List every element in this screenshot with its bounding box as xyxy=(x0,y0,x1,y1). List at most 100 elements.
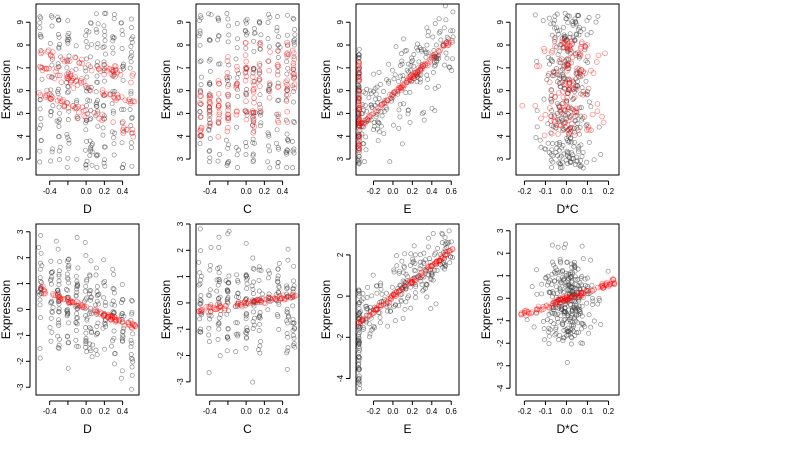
fitted-point xyxy=(41,287,48,294)
observed-point xyxy=(534,58,540,64)
observed-point xyxy=(55,345,61,351)
fitted-point xyxy=(72,54,78,60)
observed-point xyxy=(590,298,596,304)
fitted-point xyxy=(518,311,524,318)
observed-point xyxy=(111,271,117,277)
observed-point xyxy=(64,80,70,85)
observed-point xyxy=(121,313,127,319)
fitted-point xyxy=(262,296,269,303)
observed-point xyxy=(554,11,560,17)
fitted-point xyxy=(93,306,99,313)
fitted-point xyxy=(444,251,451,257)
fitted-point xyxy=(44,48,51,55)
observed-point xyxy=(100,45,106,50)
observed-point xyxy=(56,17,62,23)
observed-point xyxy=(83,120,89,126)
x-tick-label: 0.2 xyxy=(603,407,615,416)
fitted-point xyxy=(408,74,415,81)
fitted-point xyxy=(244,299,251,306)
fitted-point xyxy=(559,295,565,301)
observed-point xyxy=(88,20,93,26)
fitted-point xyxy=(70,75,76,82)
observed-point xyxy=(87,153,93,158)
observed-point xyxy=(569,298,575,304)
observed-point xyxy=(357,147,363,153)
observed-point xyxy=(413,284,419,289)
observed-point xyxy=(89,329,95,335)
observed-point xyxy=(119,300,124,306)
fitted-point xyxy=(554,299,560,305)
fitted-point xyxy=(536,63,542,69)
fitted-point xyxy=(366,114,373,120)
observed-point xyxy=(257,123,263,129)
fitted-point xyxy=(47,96,54,102)
observed-point xyxy=(109,301,115,307)
x-axis: -0.4 0.0 0.2 0.4 xyxy=(43,400,129,416)
observed-point xyxy=(103,324,108,330)
observed-point xyxy=(111,152,117,158)
fitted-point xyxy=(274,294,281,300)
fitted-point xyxy=(284,119,291,125)
fitted-point xyxy=(96,66,102,72)
fitted-point xyxy=(560,88,566,95)
x-axis: -0.2 0.0 0.2 0.4 0.6 xyxy=(367,180,457,196)
observed-point xyxy=(56,34,62,40)
fitted-point xyxy=(272,295,278,302)
observed-point xyxy=(418,64,424,70)
y-axis: -4-202 xyxy=(336,252,351,382)
observed-point xyxy=(568,319,573,324)
fitted-point xyxy=(437,47,444,53)
fitted-point xyxy=(397,287,404,294)
fitted-point xyxy=(563,43,570,50)
observed-point xyxy=(284,85,290,91)
fitted-point xyxy=(215,78,222,84)
observed-point xyxy=(291,39,297,45)
fitted-point xyxy=(57,295,64,302)
fitted-point xyxy=(99,111,106,118)
fitted-point xyxy=(215,91,222,97)
fitted-point xyxy=(561,81,568,88)
fitted-point xyxy=(522,308,528,314)
observed-point xyxy=(276,302,282,308)
observed-point xyxy=(284,59,290,65)
observed-point xyxy=(65,264,71,270)
fitted-point xyxy=(61,295,68,302)
fitted-point xyxy=(118,94,125,100)
observed-point xyxy=(358,321,364,326)
fitted-point xyxy=(212,306,219,313)
fitted-point xyxy=(214,301,221,308)
fitted-point xyxy=(366,313,373,320)
observed-point xyxy=(251,128,257,134)
fitted-point xyxy=(561,107,568,114)
observed-point xyxy=(386,80,392,86)
observed-point xyxy=(39,76,45,82)
fitted-point xyxy=(129,130,136,136)
observed-point xyxy=(95,152,101,158)
observed-point xyxy=(216,295,222,301)
observed-point xyxy=(56,306,62,312)
fitted-point xyxy=(427,263,434,269)
observed-point xyxy=(243,240,249,246)
fitted-point xyxy=(564,55,571,62)
x-tick-label: -0.4 xyxy=(43,187,57,196)
fitted-point xyxy=(552,70,558,76)
fitted-point xyxy=(377,304,384,310)
fitted-point xyxy=(225,107,231,113)
x-tick-label: 0.4 xyxy=(117,187,129,196)
fitted-point xyxy=(578,290,585,297)
fitted-point xyxy=(125,321,132,327)
fitted-point xyxy=(108,312,114,319)
observed-point xyxy=(583,287,589,293)
observed-point xyxy=(129,39,135,45)
observed-point xyxy=(558,161,563,167)
observed-point xyxy=(555,244,561,250)
fitted-point xyxy=(73,78,79,85)
observed-point xyxy=(65,74,71,80)
fitted-point xyxy=(224,58,231,64)
fitted-point xyxy=(384,97,391,104)
observed-point xyxy=(564,150,570,156)
fitted-point xyxy=(444,248,450,255)
observed-point xyxy=(364,306,370,312)
fitted-point xyxy=(112,73,118,80)
